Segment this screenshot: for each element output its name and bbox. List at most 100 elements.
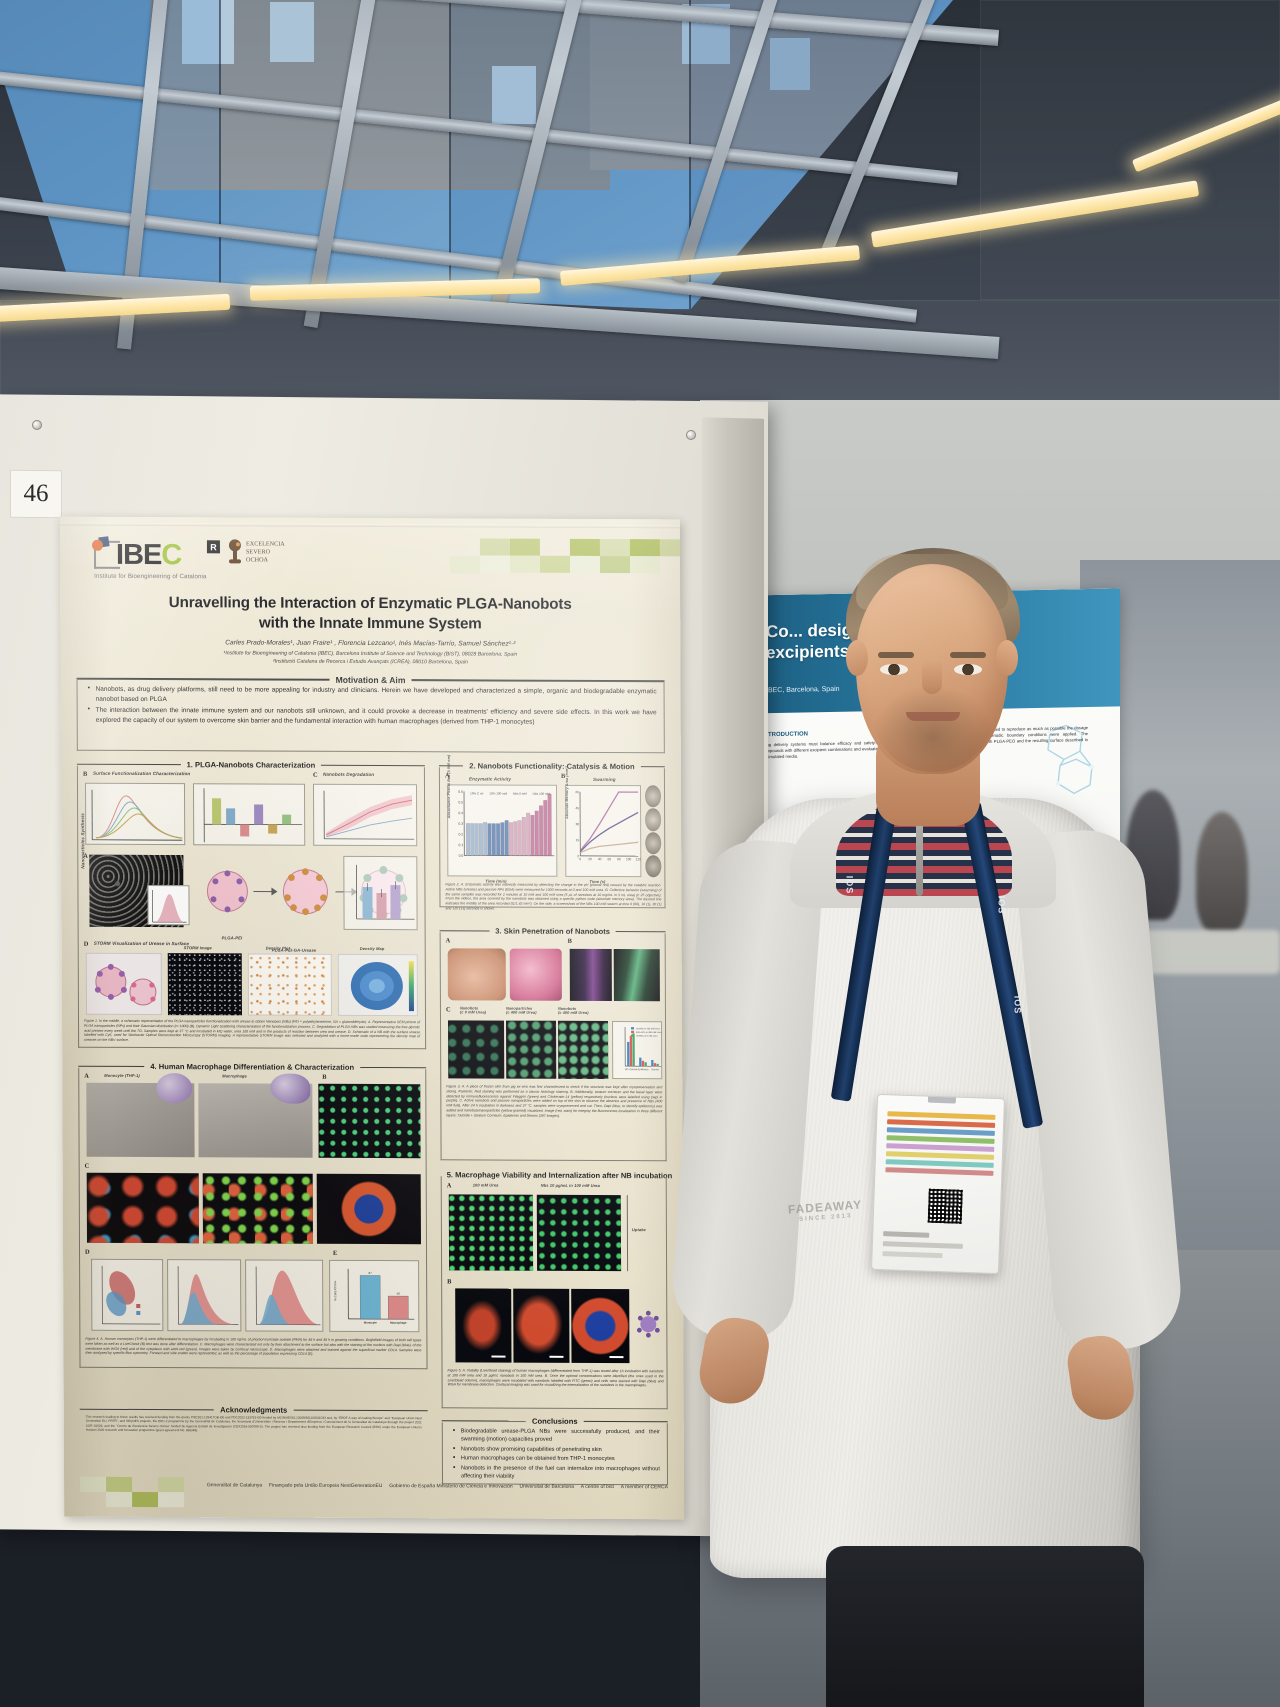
severo-ochoa-icon — [228, 539, 242, 565]
registered-icon: R — [206, 540, 220, 554]
panel-caption-surface-func: Surface Functionalization Characterizati… — [92, 770, 191, 777]
footer-logo-2: Finançado pela União Europeia NextGenera… — [268, 1482, 383, 1490]
svg-text:% Cells CD14+: % Cells CD14+ — [333, 1280, 337, 1301]
lanyard-text-left: IOS — [844, 875, 855, 895]
page-title: Unravelling the Interaction of Enzymatic… — [110, 593, 630, 635]
author-list: Carles Prado-Morales¹, Juan Fraire¹ , Fl… — [225, 639, 516, 648]
svg-text:UreNBs in 0 mM Urea: UreNBs in 0 mM Urea — [636, 1035, 658, 1038]
label-monocyte: Monocyte (THP-1) — [104, 1072, 140, 1078]
face — [856, 564, 1008, 774]
motivation-bullets: Nanobots, as drug delivery platforms, st… — [87, 685, 657, 729]
qr-code — [927, 1188, 963, 1224]
svg-text:80: 80 — [617, 857, 621, 861]
label-nanoparticles-400mm: Nanoparticles (c 400 mM Urea) — [505, 1006, 537, 1015]
storm-schematic — [85, 952, 162, 1016]
poster-title-line-1: Unravelling the Interaction of Enzymatic… — [168, 594, 572, 613]
mouth — [906, 712, 960, 721]
label-nanobots-400mm: Nanobots (c 400 mM Urea) — [557, 1006, 589, 1015]
confocal-macrophage-2 — [202, 1173, 313, 1244]
ibec-tagline: Institute for Bioengineering of Cataloni… — [94, 572, 207, 581]
lanyard-text-right: IOS — [996, 895, 1007, 915]
quarter-zip — [916, 800, 923, 896]
svg-text:Macrophage: Macrophage — [390, 1321, 407, 1325]
eye-right — [954, 664, 982, 675]
footer-logos: Generalitat de Catalunya Finançado pela … — [80, 1469, 668, 1506]
confocal-skin-1 — [448, 1020, 505, 1079]
conclusion-bullet-1: Biodegradable urease-PLGA NBs were succe… — [452, 1427, 660, 1444]
svg-text:Monocyte: Monocyte — [364, 1320, 378, 1324]
storm-image — [167, 953, 242, 1016]
confocal-skin-3 — [558, 1020, 609, 1080]
poster-title-line-2: with the Innate Immune System — [258, 614, 482, 633]
lanyard-text-right-2: IOS — [1012, 995, 1023, 1015]
svg-text:40: 40 — [598, 857, 602, 861]
svg-text:45: 45 — [576, 806, 580, 810]
panel-label-D4: D — [85, 1248, 90, 1256]
trousers — [826, 1546, 1144, 1707]
svg-text:15: 15 — [576, 838, 580, 842]
enzymatic-ylabel: Absorbance Phenol Red (λ 560 nm) — [446, 754, 452, 819]
figure-caption-2: Figure 2. A. Enzymatic activity was indi… — [445, 882, 662, 911]
confocal-macrophage-1 — [86, 1172, 199, 1244]
panel-label-A5: A — [446, 1182, 452, 1190]
scientific-poster: IBEC R Institute for Bioengineering of C… — [59, 516, 685, 1520]
panel-label-A4: A — [84, 1072, 89, 1080]
panel-caption-enzymatic: Enzymatic Activity — [468, 776, 512, 782]
confocal-skin-2 — [506, 1020, 557, 1079]
panel-label-C1: C — [312, 771, 318, 779]
svg-text:30: 30 — [576, 822, 580, 826]
svg-text:46: 46 — [397, 1292, 401, 1296]
svg-text:10% C rel: 10% C rel — [470, 791, 484, 795]
motivation-bullet-2: The interaction between the innate immun… — [87, 706, 657, 728]
acknowledgments-text: This research leading to these results h… — [85, 1414, 422, 1433]
confocal-macrophage-3 — [316, 1173, 421, 1245]
ibec-dot-icon — [91, 539, 103, 551]
chart-flow-dotplot — [91, 1258, 164, 1332]
label-density-map: Density Map — [359, 945, 385, 952]
panel-label-A3: A — [445, 937, 451, 945]
label-density-plot: Density Plot — [265, 945, 291, 951]
svg-text:0: 0 — [579, 857, 581, 861]
chart-enzymatic-activity: 0.0 0.1 0.2 0.3 0.4 0.5 0.6 10% C rel 10% 100 mM… — [446, 784, 558, 877]
panel-label-C4: C — [84, 1162, 90, 1170]
svg-text:NBs 0 mM: NBs 0 mM — [513, 792, 528, 796]
chart-skin-penetration: SC+Outside Epidermis Dermis UreNBs in 400 m… — [612, 1021, 663, 1080]
label-macrophage: Macrophage — [222, 1073, 247, 1079]
svg-text:100: 100 — [626, 857, 632, 861]
poster-board: 46 IBEC R Institute for Bioengineering o… — [0, 394, 772, 1538]
affiliation-2: ²Institució Catalana de Recerca i Estudi… — [272, 658, 468, 665]
severo-line-1: EXCELENCIA — [245, 540, 285, 548]
section-header-acknowledgments: Acknowledgments — [79, 1405, 428, 1416]
background-person-b — [1196, 812, 1248, 932]
label-nbs-urea: Nbs 10 µg/mL in 100 mM Urea — [540, 1182, 600, 1188]
chart-cd14: 87 Monocyte 46 Macrophage % Cells CD14+ — [329, 1259, 420, 1333]
conference-badge[interactable] — [870, 1093, 1006, 1275]
panel-label-B3: B — [567, 937, 572, 945]
panel-caption-storm: STORM Visualization of Urease in Surface — [93, 940, 190, 947]
svg-text:0.6: 0.6 — [458, 790, 463, 794]
swarming-ylabel: Absolute Memory Area (mm²) — [564, 766, 570, 819]
board-clamp-right[interactable] — [686, 430, 696, 440]
label-nanobots-0mm: Nanobots (c 0 mM Urea) — [459, 1006, 487, 1015]
footer-logo-5: A centre of bist — [580, 1484, 614, 1491]
density-plot — [247, 953, 332, 1016]
panel-label-B1: B — [82, 770, 88, 778]
label-100mm-urea: 100 mM Urea — [472, 1182, 499, 1188]
svg-text:60: 60 — [575, 790, 579, 794]
severo-ochoa-text: EXCELENCIA SEVERO OCHOA — [246, 541, 285, 564]
board-clamp-left[interactable] — [32, 420, 42, 430]
label-plga-pei: PLGA-PEI — [221, 935, 243, 941]
svg-text:NBs 100 mM: NBs 100 mM — [533, 792, 551, 796]
nose — [922, 660, 942, 694]
svg-text:UreNBs in 400 mM Urea: UreNBs in 400 mM Urea — [636, 1027, 661, 1030]
chart-size-distribution — [147, 885, 190, 926]
svg-text:60: 60 — [608, 857, 612, 861]
svg-text:10% 100 mM: 10% 100 mM — [489, 792, 507, 796]
molecule-graphic — [1047, 724, 1095, 795]
livedead-nbs — [536, 1194, 622, 1272]
nanobot-icon — [633, 1309, 663, 1339]
density-map — [337, 953, 418, 1017]
confocal-internalization-3 — [571, 1288, 630, 1364]
svg-text:120: 120 — [636, 857, 642, 861]
